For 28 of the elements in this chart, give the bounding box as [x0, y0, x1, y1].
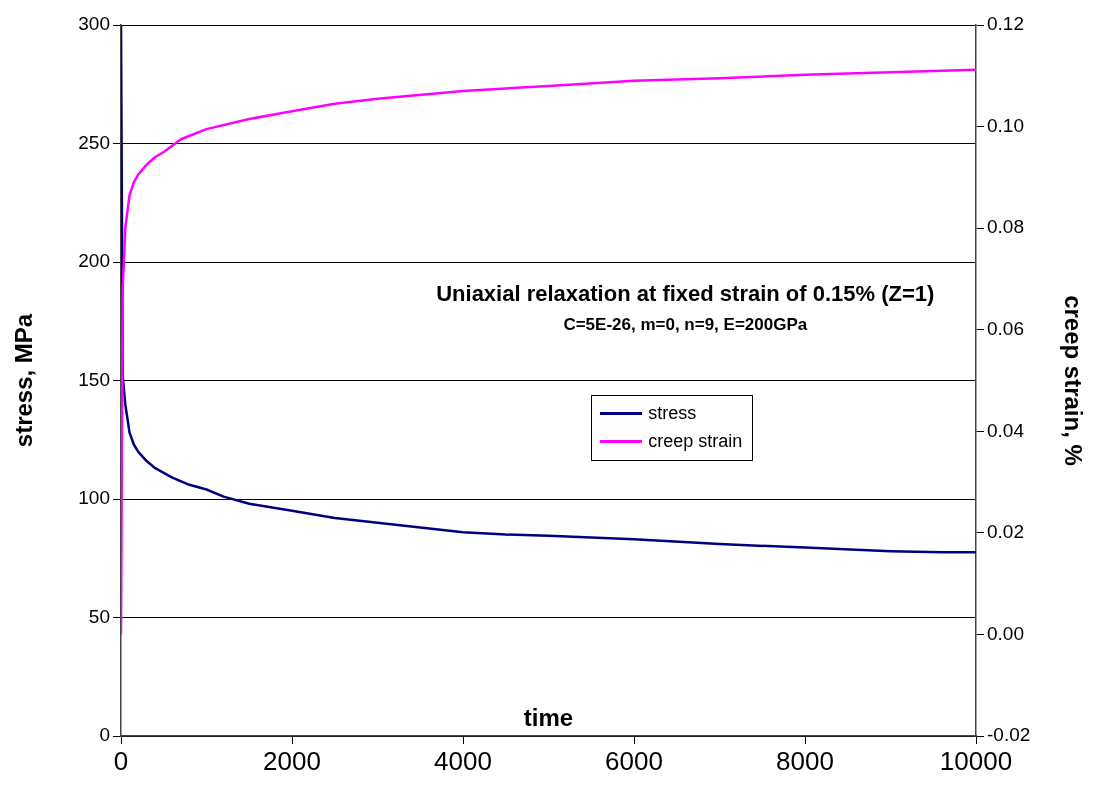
y-tick-label: 200 [78, 250, 110, 272]
x-tick-label: 2000 [263, 745, 321, 776]
y-tick-label: 100 [78, 487, 110, 509]
y-tick-label: 0 [99, 724, 110, 746]
y-tick-label: 150 [78, 368, 110, 390]
y2-tick-label: 0.04 [987, 419, 1025, 441]
y2-tick-label: -0.02 [987, 724, 1031, 746]
y2-tick-label: 0.06 [987, 317, 1024, 339]
x-tick-label: 0 [113, 745, 129, 776]
x-tick-label: 8000 [776, 745, 834, 776]
y-tick-label: 250 [78, 131, 110, 153]
y-axis-title: stress, MPa [10, 313, 38, 448]
y2-tick-label: 0.12 [987, 13, 1024, 35]
text: C=5E-26, m=0, n=9, E=200GPa [563, 314, 808, 334]
y2-tick-label: 0.02 [987, 521, 1024, 543]
legend-label: stress [648, 403, 697, 425]
legend-label: creep strain [648, 431, 743, 453]
x-axis-title: time [523, 703, 574, 731]
y2-tick-label: 0.08 [987, 216, 1024, 238]
x-tick-label: 6000 [605, 745, 663, 776]
y2-tick-label: 0.10 [987, 114, 1024, 136]
x-tick-label: 10000 [939, 745, 1013, 776]
y-tick-label: 300 [78, 13, 110, 35]
x-tick-label: 4000 [434, 745, 492, 776]
text: Uniaxial relaxation at fixed strain of 0.15% (Z=1) [436, 281, 935, 307]
y2-axis-title: creep strain, % [1059, 295, 1087, 466]
y-tick-label: 50 [88, 605, 110, 627]
y2-tick-label: 0.00 [987, 622, 1024, 644]
